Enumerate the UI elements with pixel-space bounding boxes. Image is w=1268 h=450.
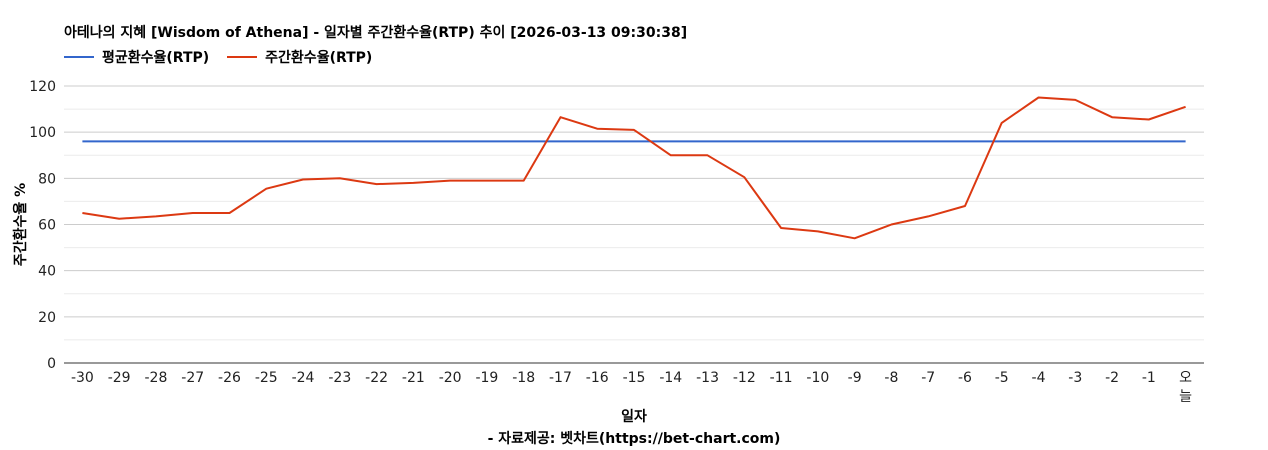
x-tick-label: -20: [439, 370, 462, 386]
x-tick-label: -29: [108, 370, 131, 386]
x-tick-label: -15: [623, 370, 646, 386]
legend-item-average[interactable]: 평균환수율(RTP): [64, 47, 209, 67]
x-tick-label: -2: [1105, 370, 1119, 386]
legend-item-weekly[interactable]: 주간환수율(RTP): [227, 47, 372, 67]
x-tick-label: -1: [1142, 370, 1156, 386]
y-tick-label: 0: [47, 356, 56, 372]
x-tick-label: -7: [921, 370, 935, 386]
x-tick-label: -17: [549, 370, 572, 386]
x-tick-label: -5: [995, 370, 1009, 386]
x-tick-label: -22: [365, 370, 388, 386]
series-lines: [82, 96, 1186, 240]
x-tick-label: -28: [144, 370, 167, 386]
gridlines: [64, 85, 1204, 364]
legend-swatch-weekly: [227, 56, 258, 58]
x-tick-label: -8: [884, 370, 898, 386]
x-tick-label: -10: [806, 370, 829, 386]
x-tick-label: -16: [586, 370, 609, 386]
x-tick-label: -30: [71, 370, 94, 386]
chart-title: 아테나의 지혜 [Wisdom of Athena] - 일자별 주간환수율(R…: [64, 25, 688, 41]
y-tick-label: 80: [38, 171, 56, 187]
x-tick-label: -27: [181, 370, 204, 386]
legend-swatch-average: [64, 56, 94, 58]
x-tick-label: -6: [958, 370, 972, 386]
x-tick-label: -25: [255, 370, 278, 386]
x-tick-label: -9: [848, 370, 862, 386]
x-tick-label: -19: [475, 370, 498, 386]
x-tick-label: -3: [1068, 370, 1082, 386]
y-tick-label: 120: [29, 79, 56, 95]
legend-label-average: 평균환수율(RTP): [102, 50, 210, 66]
x-tick-label: -13: [696, 370, 719, 386]
x-tick-label: -11: [770, 370, 793, 386]
x-tick-label: -23: [328, 370, 351, 386]
x-tick-label: -26: [218, 370, 241, 386]
y-axis-title: 주간환수율 %: [12, 183, 29, 266]
x-axis-ticks: -30 -29 -28 -27 -26 -25 -24 -23 -22 -21 -20 -19 -18-…: [71, 370, 1192, 405]
x-axis-title: 일자: [621, 409, 647, 425]
legend-label-weekly: 주간환수율(RTP): [265, 50, 373, 66]
y-tick-label: 100: [29, 125, 56, 141]
x-tick-label: -18: [512, 370, 535, 386]
legend: 평균환수율(RTP) 주간환수율(RTP): [64, 47, 390, 67]
x-tick-label: -4: [1032, 370, 1046, 386]
series-line-weekly: [82, 96, 1186, 240]
x-tick-label: -14: [659, 370, 682, 386]
x-tick-label: -24: [292, 370, 315, 386]
x-tick-label: -21: [402, 370, 425, 386]
y-tick-label: 40: [38, 264, 56, 280]
x-tick-label: -12: [733, 370, 756, 386]
source-credit: - 자료제공: 벳차트(https://bet-chart.com): [487, 431, 781, 447]
y-tick-label: 60: [38, 218, 56, 234]
y-tick-label: 20: [38, 310, 56, 326]
y-axis-ticks: 0 20 40 60 80 100 120: [29, 79, 56, 372]
